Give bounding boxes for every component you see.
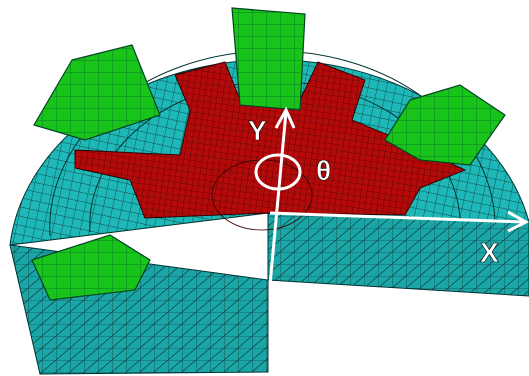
mesh-figure: Y θ X (0, 0, 529, 376)
page: Y θ X (() => { const data = JSON.parse(d… (0, 0, 529, 376)
coil (32, 235, 150, 300)
x-label: X (480, 237, 499, 268)
y-label: Y (248, 115, 267, 146)
coil (232, 8, 305, 110)
theta-label: θ (316, 155, 331, 186)
